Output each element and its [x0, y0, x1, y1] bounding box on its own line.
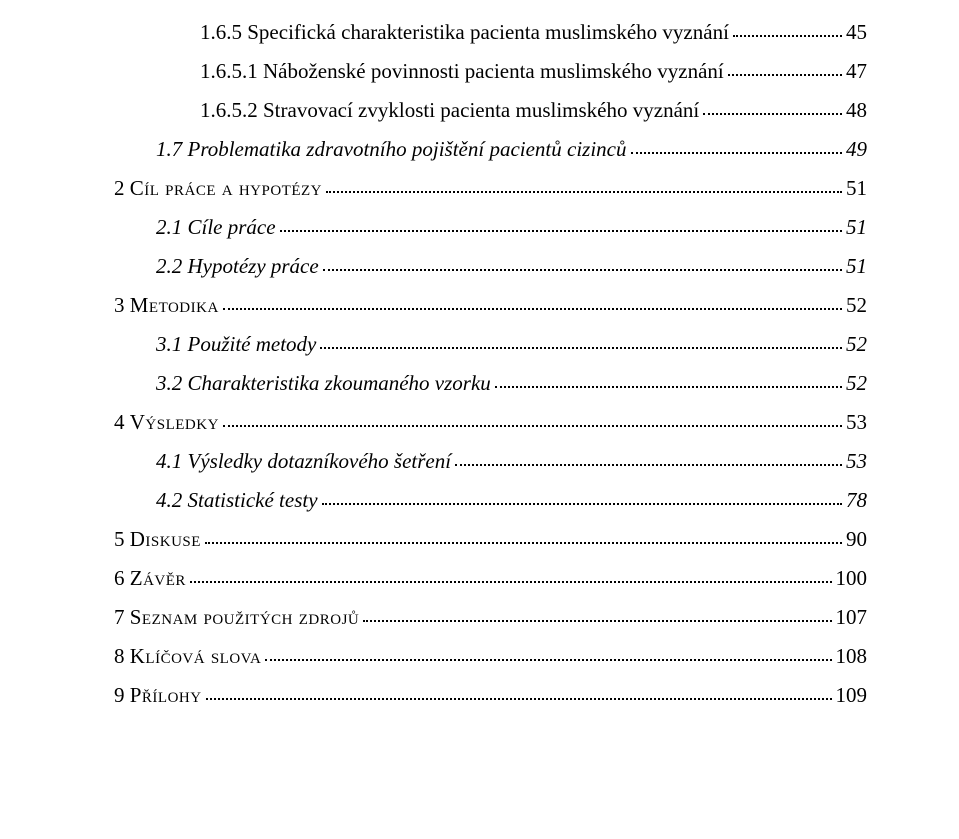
toc-number: 5: [114, 527, 125, 551]
toc-row: 6 Závěr 100: [114, 566, 867, 591]
dot-leader: [223, 302, 842, 310]
toc-label: 7 Seznam použitých zdrojů: [114, 605, 359, 630]
toc-label: 4.1 Výsledky dotazníkového šetření: [156, 449, 451, 474]
toc-label: 2.1 Cíle práce: [156, 215, 276, 240]
toc-page-number: 107: [836, 605, 868, 630]
toc-number: 7: [114, 605, 125, 629]
dot-leader: [280, 224, 842, 232]
toc-row: 9 Přílohy 109: [114, 683, 867, 708]
toc-page-number: 100: [836, 566, 868, 591]
toc-label: 4 Výsledky: [114, 410, 219, 435]
toc-row: 8 Klíčová slova 108: [114, 644, 867, 669]
dot-leader: [205, 536, 842, 544]
dot-leader: [495, 380, 842, 388]
toc-page-number: 108: [836, 644, 868, 669]
dot-leader: [320, 341, 842, 349]
toc-label: 2 Cíl práce a hypotézy: [114, 176, 322, 201]
toc-number: 6: [114, 566, 125, 590]
dot-leader: [190, 575, 832, 583]
toc-page-number: 52: [846, 293, 867, 318]
toc-page-number: 52: [846, 332, 867, 357]
toc-title: Klíčová slova: [130, 644, 262, 668]
toc-label: 5 Diskuse: [114, 527, 201, 552]
toc-row: 3.1 Použité metody 52: [114, 332, 867, 357]
toc-row: 4.2 Statistické testy 78: [114, 488, 867, 513]
toc-page-number: 109: [836, 683, 868, 708]
toc-page-number: 90: [846, 527, 867, 552]
toc-title: Cíl práce a hypotézy: [130, 176, 322, 200]
toc-row: 2.1 Cíle práce 51: [114, 215, 867, 240]
toc-page-number: 51: [846, 176, 867, 201]
toc-label: 1.6.5 Specifická charakteristika pacient…: [200, 20, 729, 45]
dot-leader: [326, 185, 842, 193]
toc-number: 8: [114, 644, 125, 668]
toc-label: 4.2 Statistické testy: [156, 488, 318, 513]
dot-leader: [728, 68, 842, 76]
toc-number: 9: [114, 683, 125, 707]
toc-row: 1.6.5.2 Stravovací zvyklosti pacienta mu…: [114, 98, 867, 123]
toc-page-number: 47: [846, 59, 867, 84]
toc-label: 8 Klíčová slova: [114, 644, 261, 669]
toc-number: 3: [114, 293, 125, 317]
dot-leader: [631, 146, 843, 154]
toc-page-number: 51: [846, 215, 867, 240]
toc-title: Výsledky: [130, 410, 219, 434]
toc-title: Závěr: [130, 566, 186, 590]
dot-leader: [206, 692, 832, 700]
toc-page-number: 49: [846, 137, 867, 162]
toc-page-number: 48: [846, 98, 867, 123]
dot-leader: [223, 419, 842, 427]
toc-label: 6 Závěr: [114, 566, 186, 591]
toc-row: 3.2 Charakteristika zkoumaného vzorku 52: [114, 371, 867, 396]
dot-leader: [455, 458, 842, 466]
toc-page-number: 52: [846, 371, 867, 396]
toc-number: 2: [114, 176, 125, 200]
dot-leader: [265, 653, 831, 661]
toc-title: Metodika: [130, 293, 219, 317]
dot-leader: [363, 614, 831, 622]
dot-leader: [733, 29, 842, 37]
dot-leader: [322, 497, 842, 505]
toc-row: 4 Výsledky 53: [114, 410, 867, 435]
toc-title: Přílohy: [130, 683, 202, 707]
toc-row: 2 Cíl práce a hypotézy 51: [114, 176, 867, 201]
dot-leader: [323, 263, 842, 271]
toc-row: 7 Seznam použitých zdrojů 107: [114, 605, 867, 630]
toc-title: Seznam použitých zdrojů: [130, 605, 360, 629]
toc-row: 3 Metodika 52: [114, 293, 867, 318]
toc-label: 3.2 Charakteristika zkoumaného vzorku: [156, 371, 491, 396]
dot-leader: [703, 107, 842, 115]
toc-label: 9 Přílohy: [114, 683, 202, 708]
toc-row: 1.6.5 Specifická charakteristika pacient…: [114, 20, 867, 45]
toc-label: 3.1 Použité metody: [156, 332, 316, 357]
toc-label: 1.6.5.2 Stravovací zvyklosti pacienta mu…: [200, 98, 699, 123]
toc-row: 1.6.5.1 Náboženské povinnosti pacienta m…: [114, 59, 867, 84]
toc-row: 1.7 Problematika zdravotního pojištění p…: [114, 137, 867, 162]
toc-row: 2.2 Hypotézy práce 51: [114, 254, 867, 279]
toc-label: 1.7 Problematika zdravotního pojištění p…: [156, 137, 627, 162]
toc-row: 4.1 Výsledky dotazníkového šetření 53: [114, 449, 867, 474]
toc-page-number: 51: [846, 254, 867, 279]
toc-label: 2.2 Hypotézy práce: [156, 254, 319, 279]
toc-page: 1.6.5 Specifická charakteristika pacient…: [0, 0, 959, 708]
toc-page-number: 45: [846, 20, 867, 45]
toc-page-number: 78: [846, 488, 867, 513]
toc-label: 1.6.5.1 Náboženské povinnosti pacienta m…: [200, 59, 724, 84]
toc-number: 4: [114, 410, 125, 434]
toc-page-number: 53: [846, 410, 867, 435]
toc-title: Diskuse: [130, 527, 201, 551]
toc-row: 5 Diskuse 90: [114, 527, 867, 552]
toc-label: 3 Metodika: [114, 293, 219, 318]
toc-page-number: 53: [846, 449, 867, 474]
